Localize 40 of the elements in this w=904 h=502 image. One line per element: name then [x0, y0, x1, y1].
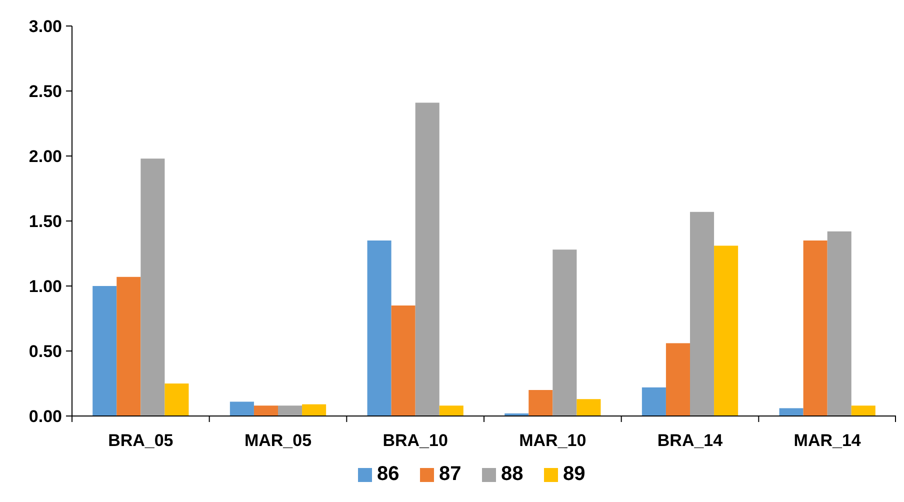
bar	[92, 286, 117, 416]
bar	[666, 343, 690, 416]
y-tick-label: 1.00	[28, 276, 62, 296]
y-tick-label: 3.00	[28, 16, 62, 36]
bar	[851, 406, 876, 416]
x-tick-label: BRA_10	[382, 431, 448, 450]
y-tick-label: 2.00	[28, 146, 62, 166]
x-tick-label: BRA_05	[108, 431, 174, 450]
y-tick-label: 0.00	[28, 406, 62, 426]
bar	[254, 406, 278, 416]
bar	[779, 408, 804, 416]
bar	[367, 240, 392, 416]
bar	[552, 250, 577, 416]
legend-label: 89	[563, 463, 586, 485]
bar	[116, 276, 141, 416]
y-tick-label: 1.50	[28, 212, 62, 231]
bar	[528, 390, 553, 416]
bar	[690, 212, 714, 416]
bar	[278, 406, 302, 416]
bar	[415, 102, 440, 416]
x-tick-label: MAR_10	[519, 431, 586, 450]
bar	[391, 306, 416, 416]
bar	[439, 406, 464, 416]
bar	[714, 246, 738, 416]
bar	[642, 387, 666, 416]
y-tick-label: 2.50	[28, 82, 62, 101]
legend-label: 86	[377, 463, 400, 485]
bar	[576, 399, 601, 416]
x-tick-label: MAR_14	[794, 431, 862, 450]
bar	[302, 404, 326, 416]
bar	[164, 384, 189, 416]
legend-label: 87	[439, 463, 462, 485]
bar	[230, 402, 254, 416]
y-tick-label: 0.50	[28, 342, 62, 361]
bar	[803, 240, 828, 416]
x-tick-label: MAR_05	[244, 431, 312, 450]
bar	[140, 158, 165, 416]
bar	[827, 231, 852, 416]
x-tick-label: BRA_14	[657, 431, 724, 450]
legend-label: 88	[501, 463, 524, 485]
